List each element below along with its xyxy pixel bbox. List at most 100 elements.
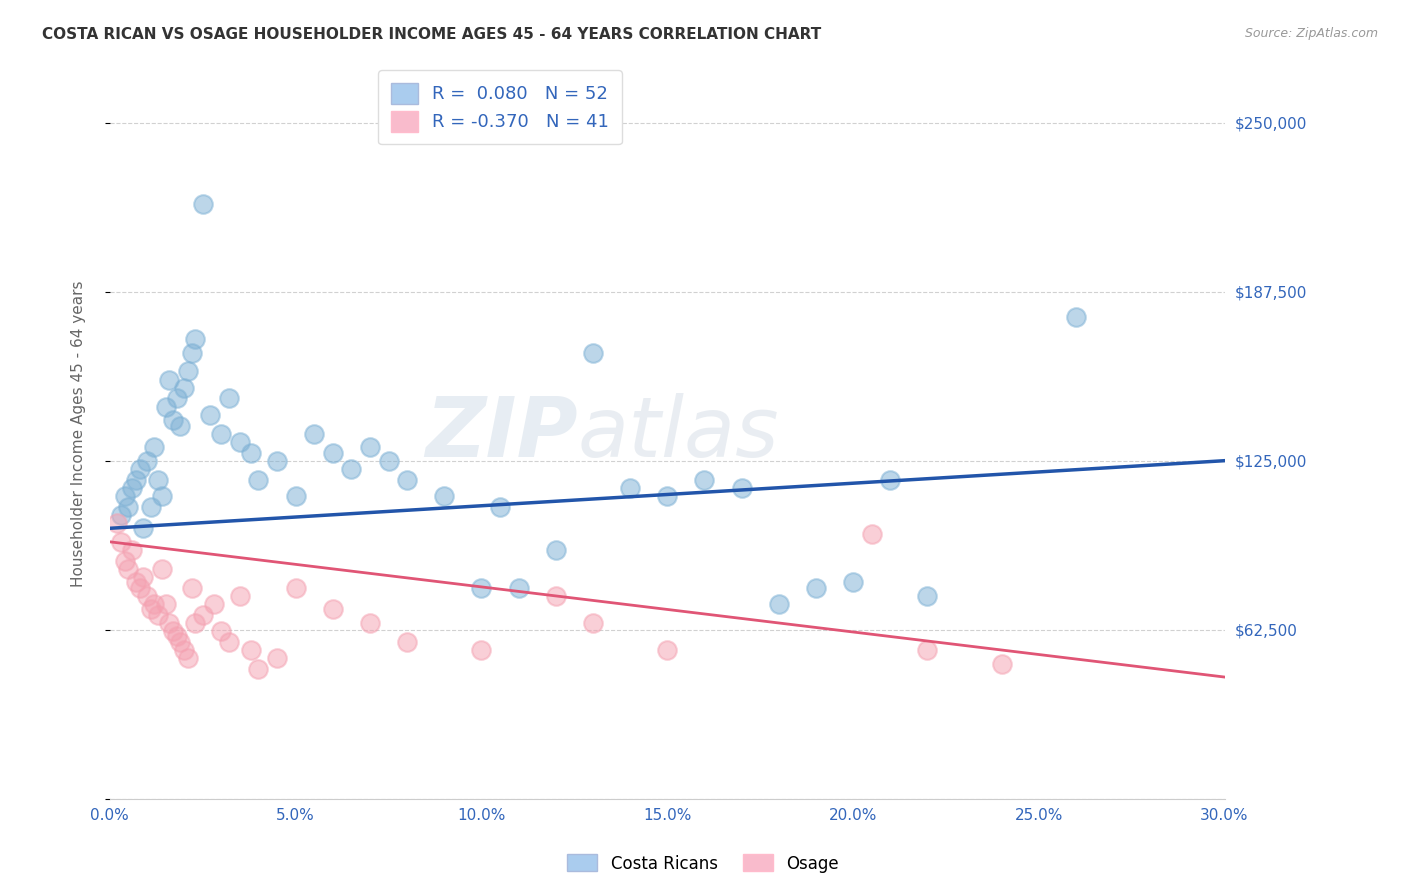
Text: atlas: atlas: [578, 393, 780, 475]
Point: [184, 332, 207, 346]
Point: [114, 554, 136, 568]
Point: [202, 597, 225, 611]
Point: [169, 418, 191, 433]
Text: Source: ZipAtlas.com: Source: ZipAtlas.com: [1244, 27, 1378, 40]
Point: [396, 635, 419, 649]
Point: [177, 651, 200, 665]
Point: [162, 413, 184, 427]
Point: [284, 489, 307, 503]
Point: [180, 581, 202, 595]
Point: [198, 408, 221, 422]
Point: [433, 489, 456, 503]
Point: [544, 589, 567, 603]
Point: [117, 500, 139, 514]
Point: [804, 581, 827, 595]
Point: [180, 345, 202, 359]
Point: [121, 543, 143, 558]
Point: [657, 643, 679, 657]
Point: [209, 426, 232, 441]
Point: [150, 489, 173, 503]
Point: [266, 651, 288, 665]
Point: [266, 453, 288, 467]
Point: [125, 473, 148, 487]
Point: [657, 489, 679, 503]
Point: [155, 597, 177, 611]
Y-axis label: Householder Income Ages 45 - 64 years: Householder Income Ages 45 - 64 years: [72, 280, 86, 587]
Point: [693, 473, 716, 487]
Point: [359, 440, 381, 454]
Point: [191, 196, 214, 211]
Point: [155, 400, 177, 414]
Point: [191, 607, 214, 622]
Point: [240, 445, 263, 459]
Point: [218, 392, 240, 406]
Point: [143, 597, 166, 611]
Point: [544, 543, 567, 558]
Point: [132, 521, 155, 535]
Point: [146, 607, 169, 622]
Point: [879, 473, 901, 487]
Point: [128, 462, 150, 476]
Point: [990, 657, 1012, 671]
Point: [157, 615, 180, 630]
Point: [582, 345, 605, 359]
Point: [105, 516, 128, 530]
Point: [768, 597, 790, 611]
Point: [322, 602, 344, 616]
Point: [470, 643, 492, 657]
Point: [396, 473, 419, 487]
Point: [240, 643, 263, 657]
Legend: R =  0.080   N = 52, R = -0.370   N = 41: R = 0.080 N = 52, R = -0.370 N = 41: [378, 70, 621, 145]
Point: [247, 662, 270, 676]
Point: [229, 434, 252, 449]
Point: [146, 473, 169, 487]
Point: [209, 624, 232, 638]
Point: [619, 481, 641, 495]
Point: [302, 426, 325, 441]
Point: [842, 575, 865, 590]
Point: [173, 643, 195, 657]
Point: [136, 453, 159, 467]
Legend: Costa Ricans, Osage: Costa Ricans, Osage: [561, 847, 845, 880]
Point: [121, 481, 143, 495]
Point: [110, 534, 132, 549]
Point: [173, 381, 195, 395]
Point: [139, 500, 162, 514]
Point: [284, 581, 307, 595]
Point: [139, 602, 162, 616]
Point: [1064, 310, 1087, 325]
Point: [229, 589, 252, 603]
Point: [177, 364, 200, 378]
Point: [136, 589, 159, 603]
Point: [860, 526, 883, 541]
Point: [218, 635, 240, 649]
Point: [184, 615, 207, 630]
Point: [125, 575, 148, 590]
Point: [169, 635, 191, 649]
Point: [143, 440, 166, 454]
Text: ZIP: ZIP: [426, 393, 578, 475]
Text: COSTA RICAN VS OSAGE HOUSEHOLDER INCOME AGES 45 - 64 YEARS CORRELATION CHART: COSTA RICAN VS OSAGE HOUSEHOLDER INCOME …: [42, 27, 821, 42]
Point: [582, 615, 605, 630]
Point: [132, 570, 155, 584]
Point: [110, 508, 132, 522]
Point: [730, 481, 752, 495]
Point: [157, 373, 180, 387]
Point: [114, 489, 136, 503]
Point: [508, 581, 530, 595]
Point: [340, 462, 363, 476]
Point: [377, 453, 399, 467]
Point: [128, 581, 150, 595]
Point: [470, 581, 492, 595]
Point: [166, 392, 188, 406]
Point: [117, 562, 139, 576]
Point: [166, 630, 188, 644]
Point: [917, 643, 939, 657]
Point: [917, 589, 939, 603]
Point: [247, 473, 270, 487]
Point: [162, 624, 184, 638]
Point: [150, 562, 173, 576]
Point: [489, 500, 512, 514]
Point: [359, 615, 381, 630]
Point: [322, 445, 344, 459]
